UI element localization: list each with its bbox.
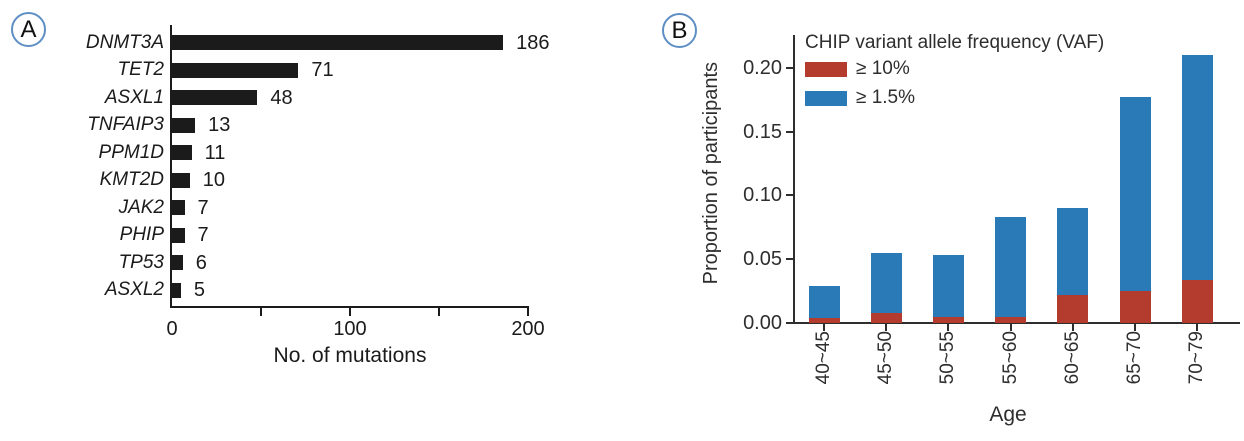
vaf-x-tick: [885, 324, 888, 331]
vaf-x-tick-label: 45~50: [875, 331, 897, 385]
vaf-bar-segment-blue: [1119, 97, 1151, 292]
vaf-bar-segment-blue: [808, 286, 840, 318]
mutation-value-label: 7: [197, 224, 209, 246]
vaf-bar-segment-blue: [1181, 55, 1213, 280]
mutations-x-tick: [260, 308, 262, 316]
vaf-x-axis: [793, 322, 1240, 324]
mutations-x-axis: [170, 306, 529, 308]
gene-label: TNFAIP3: [87, 114, 164, 135]
mutations-x-tick-label: 0: [166, 318, 178, 340]
gene-label: PPM1D: [98, 141, 164, 163]
mutations-x-tick-label: 200: [511, 318, 545, 340]
vaf-y-tick: [786, 322, 793, 324]
vaf-x-tick: [947, 324, 950, 331]
vaf-bar-segment-red: [870, 312, 902, 323]
mutation-bar: [172, 282, 181, 298]
mutation-bar: [172, 90, 258, 105]
gene-label: ASXL2: [104, 279, 164, 300]
vaf-y-tick-label: 0.00: [743, 312, 782, 334]
vaf-x-tick: [1071, 324, 1074, 331]
vaf-bar-segment-red: [1057, 294, 1089, 323]
gene-label: KMT2D: [99, 169, 164, 190]
vaf-y-tick-label: 0.20: [743, 56, 782, 79]
mutation-value-label: 11: [204, 141, 226, 164]
gene-label: TET2: [117, 59, 164, 80]
legend-title: CHIP variant allele frequency (VAF): [805, 32, 1105, 53]
vaf-y-tick-label: 0.15: [743, 120, 782, 143]
vaf-y-tick: [786, 258, 793, 261]
gene-label: JAK2: [118, 196, 164, 218]
mutation-bar: [172, 145, 192, 160]
mutations-y-axis: [170, 25, 172, 308]
vaf-bar-segment-blue: [932, 255, 964, 317]
vaf-bar-segment-red: [808, 317, 840, 323]
vaf-x-tick-label: 65~70: [1124, 331, 1145, 385]
vaf-x-tick: [1196, 324, 1199, 331]
vaf-bar-segment-red: [995, 316, 1027, 323]
legend-swatch-vaf10: [805, 62, 847, 77]
mutations-xaxis-title: No. of mutations: [273, 344, 427, 367]
vaf-y-axis: [793, 35, 795, 324]
vaf-bar-segment-blue: [870, 252, 902, 313]
vaf-xaxis-title: Age: [989, 403, 1027, 426]
vaf-y-tick: [786, 66, 793, 69]
vaf-x-tick-label: 50~55: [937, 331, 959, 385]
vaf-x-tick-label: 60~65: [1061, 331, 1083, 385]
mutations-x-tick: [438, 308, 440, 316]
vaf-x-tick-label: 55~60: [999, 331, 1021, 385]
vaf-bar-segment-red: [1181, 279, 1213, 323]
mutation-value-label: 71: [311, 59, 334, 81]
vaf-x-tick-label: 40~45: [813, 331, 834, 385]
legend-label-vaf10: ≥ 10%: [856, 58, 910, 79]
vaf-bar-segment-blue: [995, 217, 1027, 317]
gene-label: ASXL1: [104, 86, 164, 108]
mutation-bar: [172, 172, 190, 188]
vaf-bar-segment-red: [1119, 291, 1151, 323]
vaf-y-tick-label: 0.05: [743, 248, 782, 271]
mutation-bar: [172, 62, 299, 78]
mutation-value-label: 6: [195, 251, 207, 274]
mutation-bar: [172, 255, 183, 270]
panel-b-letter: B: [671, 16, 688, 44]
mutation-value-label: 48: [270, 86, 293, 109]
gene-label: TP53: [118, 251, 164, 273]
legend-label-vaf1p5: ≥ 1.5%: [856, 87, 916, 108]
panel-a-letter: A: [20, 15, 37, 43]
mutation-bar: [172, 117, 196, 133]
mutation-value-label: 5: [193, 279, 206, 301]
panel-b-label: B: [662, 13, 697, 48]
vaf-x-tick: [1009, 324, 1012, 331]
vaf-y-tick-label: 0.10: [743, 184, 782, 207]
mutations-x-tick: [527, 308, 529, 316]
mutations-x-tick-label: 100: [333, 318, 367, 340]
legend-swatch-vaf1p5: [805, 91, 847, 106]
mutations-x-tick: [349, 308, 351, 316]
mutation-bar: [172, 35, 504, 50]
vaf-bar-segment-blue: [1057, 208, 1089, 295]
gene-label: DNMT3A: [85, 31, 164, 53]
vaf-x-tick-label: 70~79: [1186, 331, 1208, 385]
mutation-bar: [172, 200, 185, 215]
mutation-value-label: 10: [202, 169, 226, 191]
vaf-y-tick: [786, 130, 793, 133]
panel-a-label: A: [11, 12, 46, 47]
vaf-x-tick: [823, 324, 825, 331]
mutation-value-label: 13: [208, 114, 231, 136]
vaf-bar-segment-red: [932, 316, 964, 323]
mutation-value-label: 7: [197, 196, 209, 219]
gene-label: PHIP: [119, 224, 164, 245]
mutation-value-label: 186: [516, 31, 550, 54]
vaf-x-tick: [1134, 324, 1136, 331]
vaf-y-tick: [786, 194, 793, 197]
mutation-bar: [172, 227, 185, 243]
